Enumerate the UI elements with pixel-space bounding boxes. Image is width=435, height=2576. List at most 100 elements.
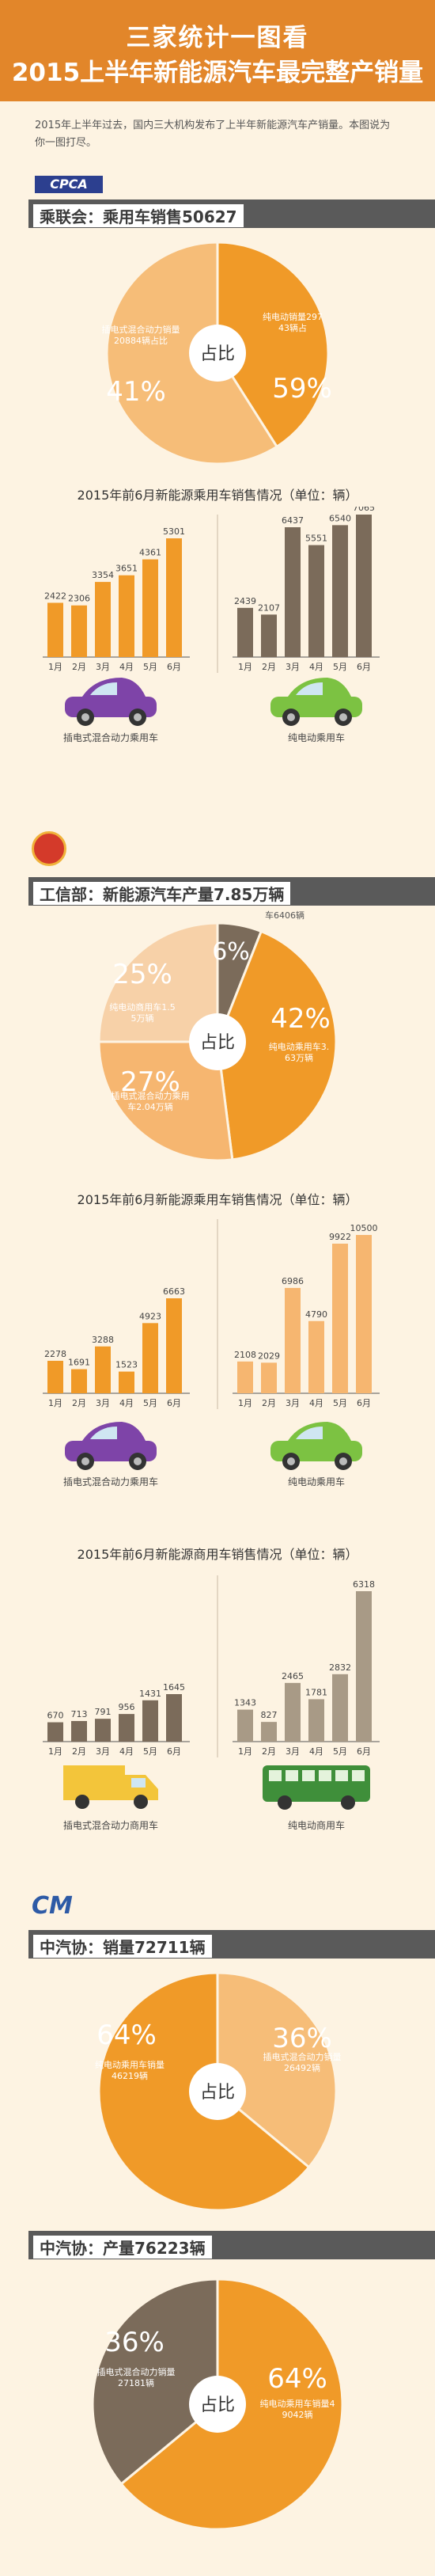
bar-value-label: 1523 [115, 1360, 138, 1370]
caption-left-miit2: 插电式混合动力商用车 [63, 1819, 158, 1831]
bar-value-label: 827 [261, 1710, 278, 1720]
pie-slice-label: 纯电动乘用车3. 63万辆 [269, 1041, 330, 1063]
bar-charts-miit-commercial: 670 1月 713 2月 791 3月 956 4月 1431 5月 1645 6月 1343 1月 82… [43, 1575, 380, 1831]
bar-category-label: 3月 [286, 1398, 300, 1408]
car-green-icon [270, 678, 362, 726]
truck-icon [63, 1765, 158, 1809]
bar-value-label: 1343 [234, 1698, 256, 1708]
pie-slice-label: 纯电动商用车1.5 5万辆 [109, 1001, 176, 1024]
car-purple-icon [65, 678, 157, 726]
bar [261, 1362, 277, 1393]
bar [285, 1287, 301, 1393]
pie-slice [216, 929, 338, 1161]
bar-value-label: 5551 [305, 534, 327, 544]
bar-value-label: 3354 [92, 570, 114, 580]
bar-category-label: 6月 [167, 1398, 181, 1408]
pie-slice-pct: 25% [112, 959, 172, 990]
pie-slice-label: 插电式混合动力销量 20884辆占比 [102, 324, 180, 346]
bar-value-label: 9922 [329, 1232, 351, 1242]
car-green-icon [270, 1422, 362, 1470]
pie-center [189, 325, 246, 382]
bar-value-label: 2108 [234, 1350, 256, 1360]
section-title-cpca: 乘联会：乘用车销售50627 [33, 204, 244, 227]
bars-title-cpca: 2015年前6月新能源乘用车销售情况（单位：辆） [77, 488, 358, 503]
bar-category-label: 5月 [143, 1398, 157, 1408]
pie-slice-label: 纯电动乘用车销量 46219辆 [95, 2059, 165, 2081]
bar-category-label: 4月 [119, 662, 134, 672]
bar [356, 1591, 372, 1742]
pie-center [189, 2376, 246, 2433]
bar-category-label: 1月 [48, 1398, 62, 1408]
bar-value-label: 791 [95, 1707, 112, 1717]
bar [71, 1720, 87, 1742]
pie-center [189, 2063, 246, 2120]
bar-category-label: 2月 [262, 1746, 276, 1757]
section-title-miit: 工信部：新能源汽车产量7.85万辆 [33, 882, 291, 905]
bar-value-label: 4790 [305, 1309, 327, 1320]
pie-center [189, 1013, 246, 1070]
bar-value-label: 2422 [44, 591, 66, 601]
pie-slice-pct: 64% [96, 2019, 157, 2051]
bar-value-label: 2465 [282, 1671, 304, 1681]
bar [47, 1722, 63, 1742]
bar [332, 1674, 348, 1742]
caption-left-miit1: 插电式混合动力乘用车 [63, 1476, 158, 1487]
section-bar-miit: 工信部：新能源汽车产量7.85万辆 [28, 877, 435, 906]
bar-charts-miit-passenger: 2278 1月 1691 2月 3288 3月 1523 4月 4923 5月 6663 6月 2108… [43, 1219, 380, 1487]
bar-value-label: 6540 [329, 513, 351, 523]
pie-slice-pct: 6% [212, 938, 250, 966]
title-line1: 三家统计一图看 [126, 24, 309, 52]
pie-slice-pct: 27% [120, 1066, 180, 1098]
bar [261, 614, 277, 657]
bar [237, 607, 253, 657]
bar-category-label: 3月 [96, 1398, 110, 1408]
intro-text: 2015年上半年过去，国内三大机构发布了上半年新能源汽车产销量。本图说为你一图打… [35, 120, 391, 149]
pie-slice-pct: 64% [267, 2363, 327, 2395]
section-bar-cpca: 乘联会：乘用车销售50627 [28, 199, 435, 228]
bar [332, 1244, 348, 1393]
bar-category-label: 6月 [357, 1398, 371, 1408]
bar-category-label: 2月 [72, 1398, 86, 1408]
bar-category-label: 4月 [309, 662, 323, 672]
bar-value-label: 670 [47, 1711, 64, 1721]
pie-center-label: 占比 [200, 2083, 235, 2103]
bar [119, 1371, 134, 1393]
bar-category-label: 1月 [238, 662, 252, 672]
bar [71, 605, 87, 657]
bar-value-label: 2029 [258, 1351, 280, 1361]
bus-icon [263, 1765, 370, 1810]
bar-value-label: 7065 [353, 507, 375, 513]
bar-category-label: 2月 [262, 1398, 276, 1408]
caption-right-cpca: 纯电动乘用车 [288, 731, 345, 743]
pie-slice [91, 2278, 219, 2486]
pie-center-label: 占比 [200, 2396, 235, 2415]
bar-category-label: 2月 [72, 662, 86, 672]
pie-slice-label: 插电式混合动力乘用车2.04万辆 [112, 1090, 190, 1112]
pie-slice-pct: 59% [272, 373, 332, 405]
bar-value-label: 4361 [139, 548, 161, 558]
bar-category-label: 4月 [309, 1398, 323, 1408]
bar-category-label: 6月 [167, 662, 181, 672]
bar [308, 545, 324, 657]
bar-category-label: 4月 [119, 1746, 134, 1757]
pie-center-label: 占比 [200, 344, 235, 364]
bar [166, 1694, 182, 1742]
bar-category-label: 2月 [262, 662, 276, 672]
bar-category-label: 6月 [357, 662, 371, 672]
bar [308, 1320, 324, 1393]
bar-category-label: 5月 [333, 1746, 347, 1757]
bar-charts-cpca: 2422 1月 2306 2月 3354 3月 3651 4月 4361 5月 5301 6月 2439… [43, 507, 380, 743]
bar-value-label: 1645 [163, 1682, 185, 1693]
bar-value-label: 2278 [44, 1349, 66, 1359]
bar-value-label: 2107 [258, 602, 280, 613]
bar-value-label: 5301 [163, 526, 185, 537]
bar-value-label: 1781 [305, 1687, 327, 1697]
bar-value-label: 1691 [68, 1358, 90, 1368]
bar-value-label: 3651 [115, 564, 138, 574]
pie-slice-label: 插电式混合动力销量 27181辆 [97, 2366, 176, 2388]
bar-value-label: 2306 [68, 594, 90, 604]
bar-value-label: 6986 [282, 1276, 304, 1286]
bar [332, 525, 348, 657]
pie-slice [216, 1971, 338, 2169]
